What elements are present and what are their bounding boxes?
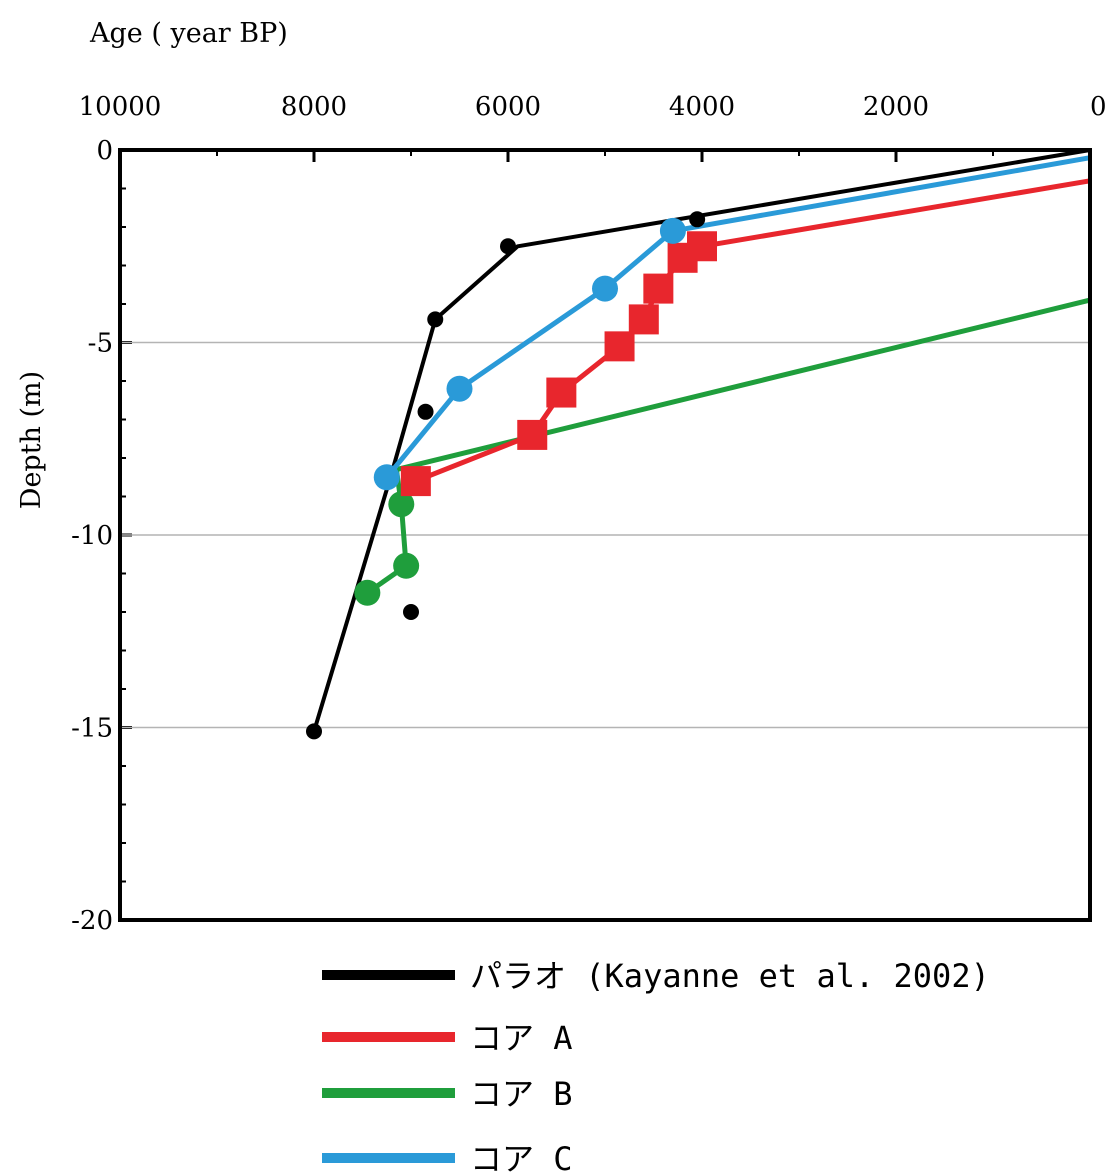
y-axis-title: Depth (m): [16, 371, 47, 509]
legend: パラオ (Kayanne et al. 2002) コア A コア B コア C: [322, 957, 990, 1173]
data-point: [306, 723, 322, 740]
series-line: [414, 178, 1091, 484]
data-point: [546, 377, 577, 408]
series-line: [365, 297, 1091, 595]
x-tick-label: 8000: [281, 92, 347, 122]
data-point: [689, 211, 706, 228]
legend-label: コア B: [470, 1075, 573, 1113]
legend-label: コア C: [470, 1140, 573, 1173]
series-points: [306, 211, 717, 740]
data-point: [400, 466, 431, 497]
data-point: [354, 579, 381, 606]
x-tick-label: 2000: [863, 92, 929, 122]
x-tick-label: 6000: [475, 92, 541, 122]
data-point: [388, 491, 415, 518]
data-point: [659, 217, 686, 244]
legend-label: パラオ (Kayanne et al. 2002): [470, 957, 990, 995]
y-tick-label: 0: [96, 136, 113, 166]
data-point: [667, 242, 698, 273]
y-axis: 0 -5 -10 -15 -20: [71, 136, 132, 936]
data-point: [446, 375, 473, 402]
data-point: [427, 311, 444, 328]
data-point: [517, 419, 548, 450]
plot-frame: [118, 148, 1092, 922]
x-tick-label: 10000: [79, 92, 162, 122]
x-tick-label: 0: [1090, 92, 1105, 122]
y-tick-label: -20: [71, 906, 113, 936]
data-point: [643, 273, 674, 304]
data-point: [373, 464, 400, 491]
data-point: [403, 604, 419, 620]
y-tick-label: -15: [71, 714, 113, 744]
data-point: [604, 331, 635, 362]
legend-label: コア A: [470, 1019, 573, 1057]
data-point: [628, 304, 659, 335]
data-point: [417, 403, 434, 420]
x-axis-title: Age ( year BP): [89, 18, 288, 49]
data-point: [592, 275, 618, 302]
y-tick-label: -10: [71, 521, 113, 551]
data-point: [500, 238, 516, 255]
series-line: [384, 155, 1091, 479]
gridlines: [120, 341, 1090, 729]
data-point: [393, 552, 420, 579]
y-tick-label: -5: [88, 329, 113, 359]
x-tick-label: 4000: [669, 92, 735, 122]
